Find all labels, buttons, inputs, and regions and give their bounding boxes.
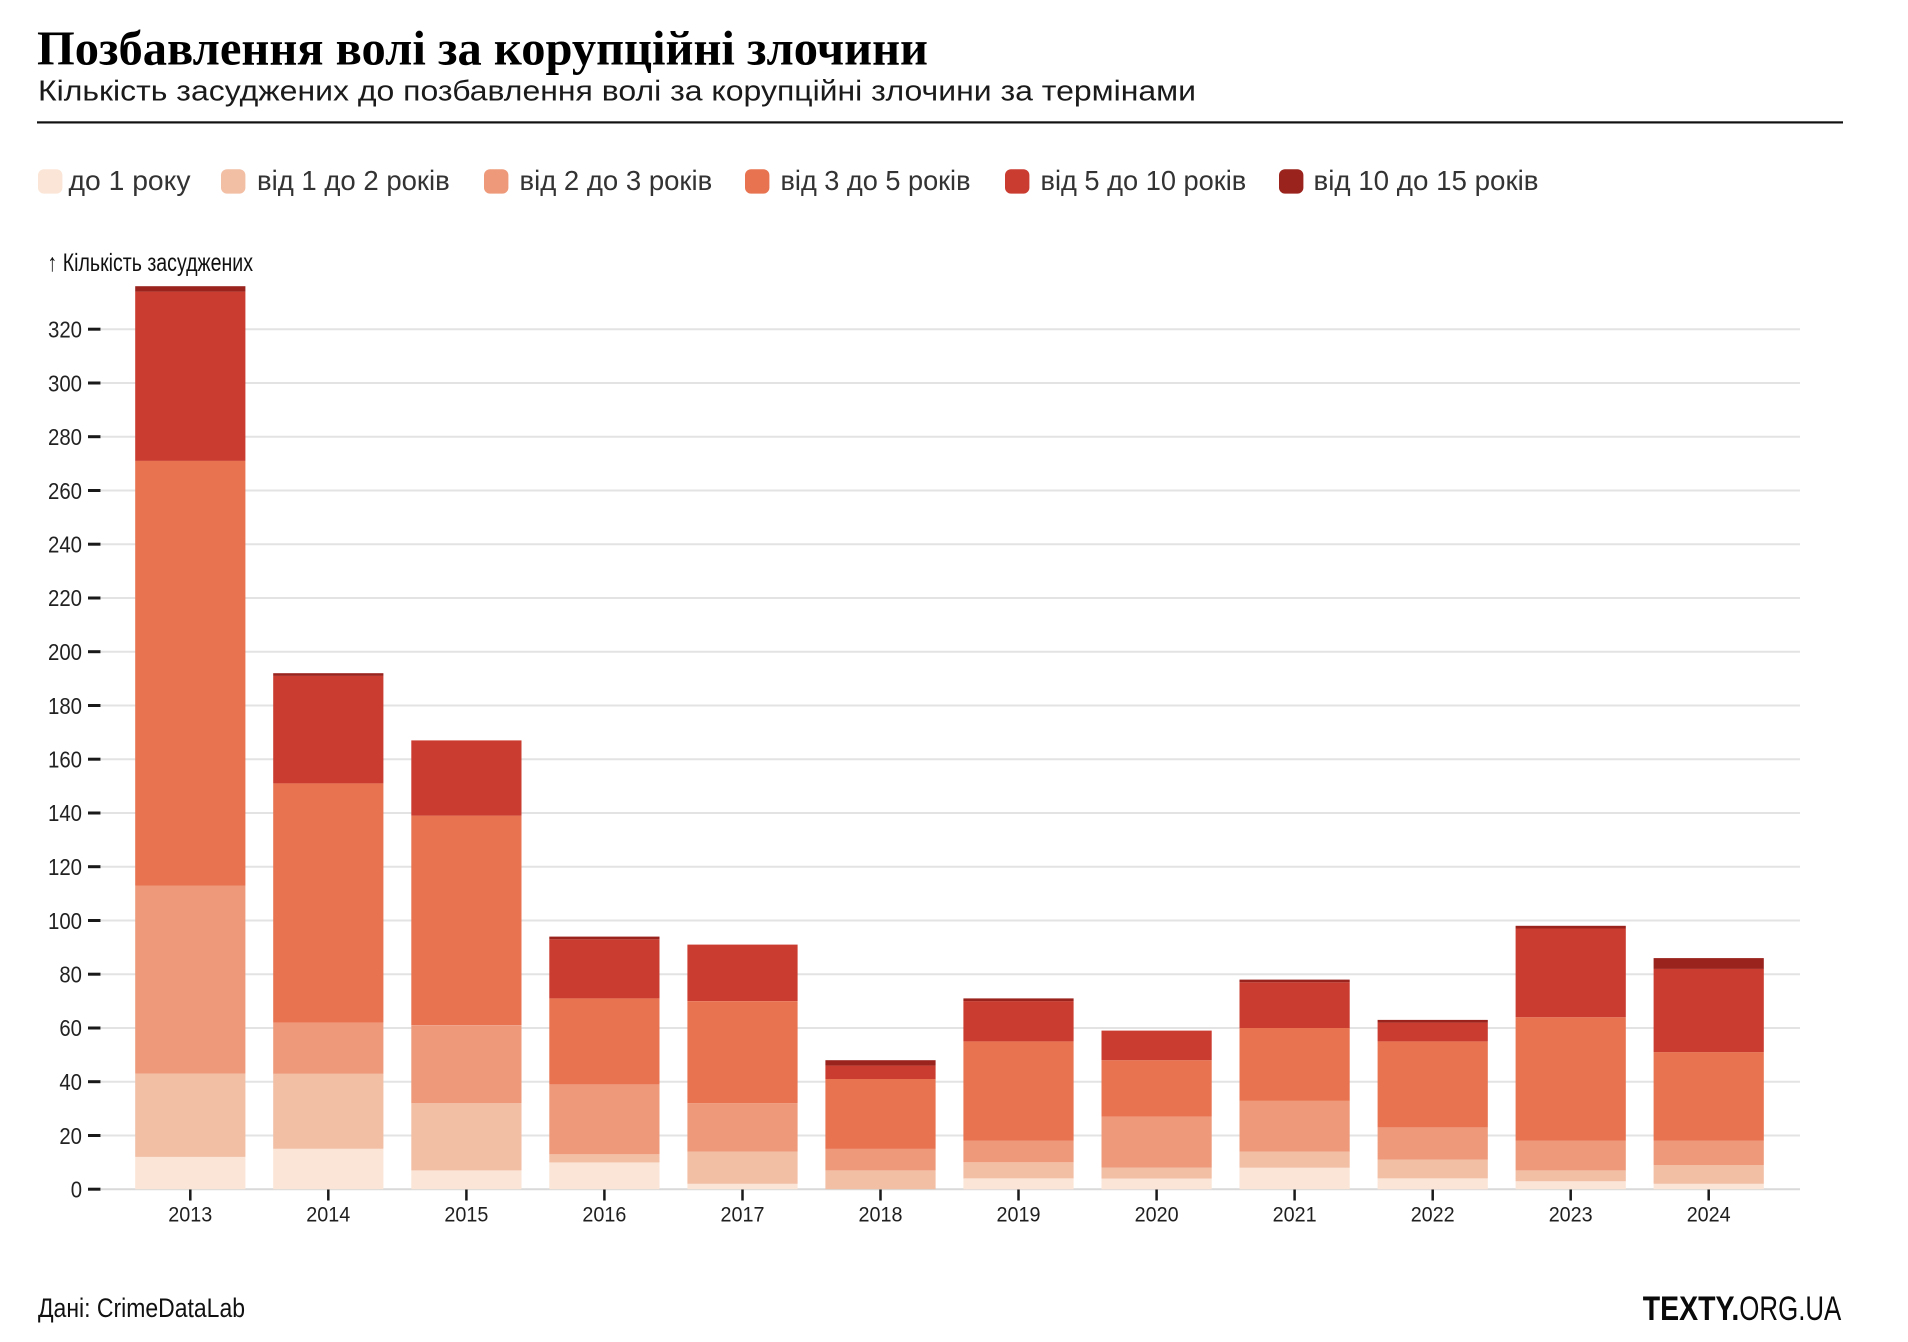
svg-text:↑ Кількість засуджених: ↑ Кількість засуджених [48, 249, 254, 277]
svg-text:40: 40 [59, 1069, 82, 1095]
svg-text:2018: 2018 [859, 1202, 903, 1226]
svg-text:ORG.UA: ORG.UA [1739, 1290, 1841, 1328]
svg-text:200: 200 [48, 639, 82, 665]
svg-text:від 3 до 5 років: від 3 до 5 років [781, 165, 971, 196]
svg-text:Дані: CrimeDataLab: Дані: CrimeDataLab [38, 1293, 245, 1323]
svg-text:80: 80 [59, 962, 82, 988]
svg-text:Позбавлення волі за корупційні: Позбавлення волі за корупційні злочини [37, 20, 928, 75]
svg-text:140: 140 [48, 800, 82, 826]
svg-text:20: 20 [59, 1123, 82, 1149]
svg-text:2022: 2022 [1411, 1202, 1455, 1226]
svg-text:2013: 2013 [168, 1202, 212, 1226]
svg-text:2015: 2015 [444, 1202, 488, 1226]
svg-text:260: 260 [48, 478, 82, 504]
svg-text:160: 160 [48, 747, 82, 773]
svg-text:2019: 2019 [997, 1202, 1041, 1226]
svg-text:2021: 2021 [1273, 1202, 1317, 1226]
svg-text:2023: 2023 [1549, 1202, 1593, 1226]
svg-text:2024: 2024 [1687, 1202, 1731, 1226]
svg-text:60: 60 [59, 1015, 82, 1041]
svg-text:2017: 2017 [721, 1202, 765, 1226]
svg-text:до 1 року: до 1 року [69, 165, 191, 196]
svg-text:240: 240 [48, 532, 82, 558]
svg-text:280: 280 [48, 424, 82, 450]
svg-text:2016: 2016 [582, 1202, 626, 1226]
svg-text:Кількість засуджених до позбав: Кількість засуджених до позбавлення волі… [38, 75, 1196, 107]
svg-text:від 2 до 3 років: від 2 до 3 років [520, 165, 713, 196]
svg-text:від 10 до 15 років: від 10 до 15 років [1314, 165, 1539, 196]
svg-text:120: 120 [48, 854, 82, 880]
svg-text:2014: 2014 [306, 1202, 350, 1226]
svg-text:від 5 до 10 років: від 5 до 10 років [1041, 165, 1247, 196]
svg-text:320: 320 [48, 317, 82, 343]
svg-text:100: 100 [48, 908, 82, 934]
svg-text:180: 180 [48, 693, 82, 719]
svg-text:300: 300 [48, 370, 82, 396]
svg-text:2020: 2020 [1135, 1202, 1179, 1226]
svg-text:220: 220 [48, 585, 82, 611]
svg-text:TEXTY.: TEXTY. [1643, 1290, 1740, 1328]
svg-text:0: 0 [71, 1177, 82, 1203]
svg-text:від 1 до 2 років: від 1 до 2 років [257, 165, 450, 196]
